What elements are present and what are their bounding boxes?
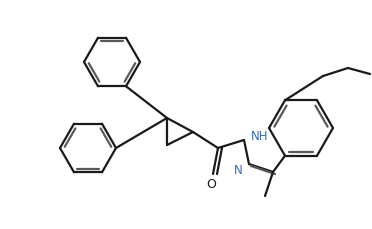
Text: N: N [234,164,243,177]
Text: O: O [206,177,216,191]
Text: NH: NH [251,130,269,142]
